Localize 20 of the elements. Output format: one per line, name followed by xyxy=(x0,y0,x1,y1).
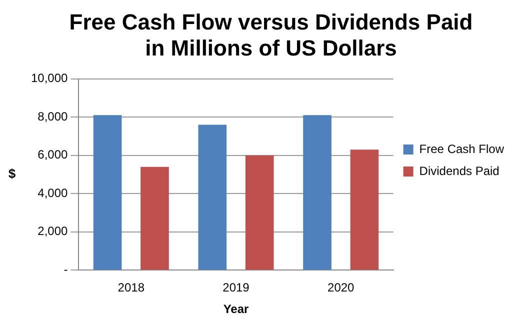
bar xyxy=(140,166,169,270)
y-tick-label: 8,000 xyxy=(38,109,68,124)
bar xyxy=(93,115,122,270)
bar xyxy=(303,115,332,270)
x-tick-label: 2018 xyxy=(118,280,145,295)
x-tick-label: 2020 xyxy=(328,280,355,295)
y-tick-label: 4,000 xyxy=(38,186,68,200)
y-tick-label: 10,000 xyxy=(31,71,68,86)
bar xyxy=(350,150,379,270)
bar xyxy=(245,155,274,270)
legend-label: Free Cash Flow xyxy=(419,142,504,156)
y-axis-title: $ xyxy=(8,166,16,182)
y-tick-label: 2,000 xyxy=(38,224,68,238)
bar xyxy=(198,124,227,270)
x-tick-label: 2019 xyxy=(222,280,250,295)
y-tick-label: 6,000 xyxy=(38,148,68,162)
y-tick-label: - xyxy=(64,262,68,277)
legend-label: Dividends Paid xyxy=(419,164,500,178)
chart-title: Free Cash Flow versus Dividends Paid in Millions of US Dollars xyxy=(69,9,473,61)
x-axis-title: Year xyxy=(223,302,250,316)
